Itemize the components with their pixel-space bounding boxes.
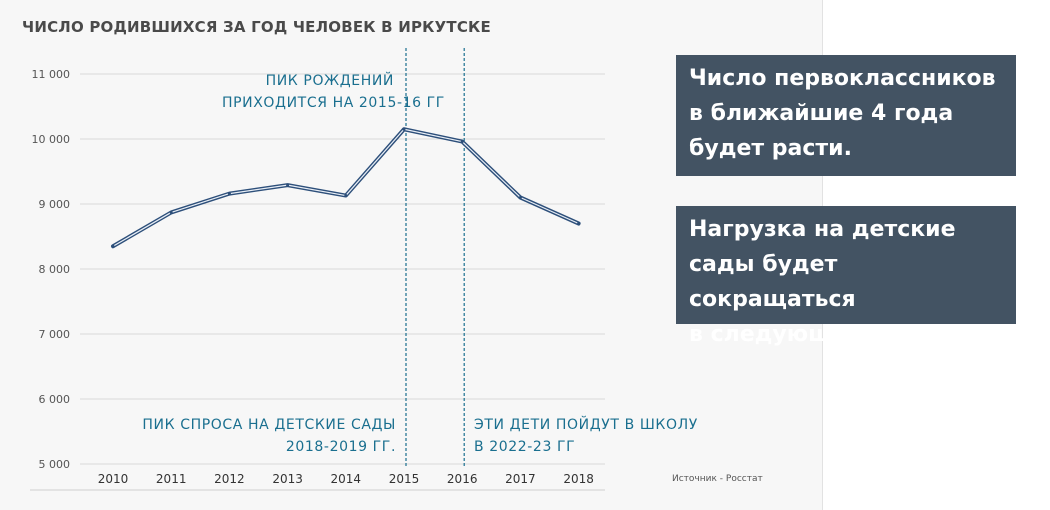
y-tick-label: 9 000 [39,198,71,211]
x-tick-label: 2015 [389,472,420,486]
annotation-kindergarten-peak: ПИК СПРОСА НА ДЕТСКИЕ САДЫ 2018-2019 ГГ. [136,414,396,458]
x-tick-label: 2010 [98,472,129,486]
first-graders-line3: будет расти. [689,136,852,161]
annotation-kindergarten-line2: 2018-2019 ГГ. [285,439,396,455]
y-tick-label: 11 000 [32,68,71,81]
annotation-school-line2: В 2022-23 ГГ [474,439,576,455]
gridlines [30,73,605,491]
annotation-school-line1: ЭТИ ДЕТИ ПОЙДУТ В ШКОЛУ [474,417,698,433]
annotation-school: ЭТИ ДЕТИ ПОЙДУТ В ШКОЛУ В 2022-23 ГГ [474,414,698,458]
annotation-peak-births-line2: ПРИХОДИТСЯ НА 2015-16 ГГ [222,95,445,111]
data-point [344,194,348,198]
data-point [577,222,581,225]
y-tick-label: 5 000 [39,458,71,471]
x-tick-label: 2011 [156,472,187,486]
annotation-peak-births: ПИК РОЖДЕНИЙ ПРИХОДИТСЯ НА 2015-16 ГГ [222,70,445,114]
data-point [286,183,290,187]
y-tick-label: 7 000 [39,328,71,341]
data-point [169,210,173,214]
data-point [518,196,522,199]
series-line-outer [111,127,581,249]
kindergarten-load-box: Нагрузка на детские сады будет сокращать… [676,206,1016,347]
source-note: Источник - Росстат [672,474,763,484]
chart-title: ЧИСЛО РОДИВШИХСЯ ЗА ГОД ЧЕЛОВЕК В ИРКУТС… [22,18,491,36]
first-graders-line2: в ближайшие 4 года [689,101,954,126]
x-tick-label: 2014 [331,472,362,486]
x-tick-label: 2017 [505,472,536,486]
data-point [402,127,406,131]
kindergarten-load-line2: сады будет сокращаться [689,252,856,312]
x-axis-ticks: 2010 2011 2012 2013 2014 2015 2016 2017 2018 [98,472,594,486]
kindergarten-load-line1: Нагрузка на детские [689,217,956,242]
y-tick-label: 10 000 [32,133,71,146]
x-tick-label: 2013 [272,472,303,486]
annotation-kindergarten-line1: ПИК СПРОСА НА ДЕТСКИЕ САДЫ [142,417,396,433]
vertical-markers [405,48,465,468]
x-tick-label: 2012 [214,472,245,486]
annotation-peak-births-line1: ПИК РОЖДЕНИЙ [265,73,394,89]
y-tick-label: 6 000 [39,393,71,406]
first-graders-line1: Число первоклассников [689,66,996,91]
series-layer [111,127,581,249]
line-chart: 5 000 6 000 7 000 8 000 9 000 10 000 11 000 20… [30,48,605,491]
y-tick-label: 8 000 [39,263,71,276]
y-axis-ticks: 5 000 6 000 7 000 8 000 9 000 10 000 11 000 [32,68,71,471]
data-point [111,244,115,248]
x-tick-label: 2016 [447,472,478,486]
data-point [227,192,231,196]
kindergarten-load-line3: в следующие 10 лет [689,322,953,347]
data-point [460,140,464,144]
first-graders-box: Число первоклассников в ближайшие 4 года… [676,55,1016,176]
x-tick-label: 2018 [563,472,594,486]
